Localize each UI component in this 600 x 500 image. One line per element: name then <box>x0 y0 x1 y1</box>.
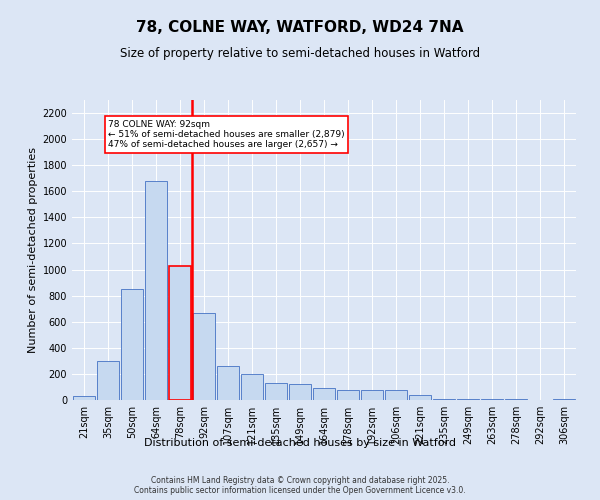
Text: Size of property relative to semi-detached houses in Watford: Size of property relative to semi-detach… <box>120 48 480 60</box>
Bar <box>385 390 407 400</box>
Bar <box>241 374 263 400</box>
Bar <box>145 181 167 400</box>
Bar <box>313 388 335 400</box>
Bar <box>121 289 143 400</box>
Text: 78, COLNE WAY, WATFORD, WD24 7NA: 78, COLNE WAY, WATFORD, WD24 7NA <box>136 20 464 35</box>
Bar <box>73 396 95 400</box>
Bar <box>193 312 215 400</box>
Bar <box>217 366 239 400</box>
Bar <box>289 384 311 400</box>
Bar <box>361 390 383 400</box>
Bar <box>409 395 431 400</box>
Text: Contains HM Land Registry data © Crown copyright and database right 2025.
Contai: Contains HM Land Registry data © Crown c… <box>134 476 466 495</box>
Y-axis label: Number of semi-detached properties: Number of semi-detached properties <box>28 147 38 353</box>
Bar <box>169 266 191 400</box>
Bar <box>97 361 119 400</box>
Text: Distribution of semi-detached houses by size in Watford: Distribution of semi-detached houses by … <box>144 438 456 448</box>
Bar <box>337 390 359 400</box>
Text: 78 COLNE WAY: 92sqm
← 51% of semi-detached houses are smaller (2,879)
47% of sem: 78 COLNE WAY: 92sqm ← 51% of semi-detach… <box>108 120 344 150</box>
Bar <box>265 383 287 400</box>
